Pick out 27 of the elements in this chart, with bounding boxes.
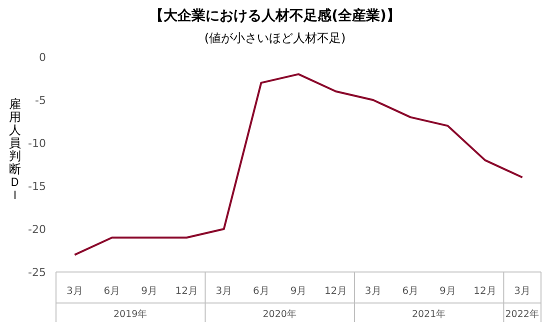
y-tick-label: -10 [28,137,46,150]
text: 2022年 [505,308,540,320]
line-series [74,73,524,256]
x-tick-label: 3月 [364,286,382,297]
x-tick-label: 3月 [514,286,531,297]
x-tick-label: 3月 [216,286,232,297]
y-tick-label: -20 [28,223,46,236]
text: 2019年 [114,308,148,320]
y-tick-label: -25 [28,266,46,279]
x-tick-label: 12月 [474,286,496,297]
x-tick-label: 12月 [324,286,348,297]
x-tick-label: 9月 [440,286,456,297]
x-tick-label: 6月 [104,286,120,297]
x-tick-label: 9月 [290,286,307,297]
chart-subtitle: (値が小さいほど人材不足) [204,31,346,45]
y-axis-title: 雇用人員判断ＤＩ [9,97,21,202]
y-tick-label: 0 [39,51,46,64]
x-tick-label: 12月 [175,286,198,297]
x-tick-label: 3月 [66,286,83,297]
x-tick-label: 6月 [402,286,419,297]
y-tick-label: -5 [35,94,46,107]
text: 2020年 [262,308,297,320]
y-tick-label: -15 [28,180,46,193]
x-tick-label: 6月 [253,286,270,297]
text: 2021年 [412,308,446,320]
chart-title: 【大企業における人材不足感(全産業)】 [150,7,400,24]
x-tick-label: 9月 [141,286,158,297]
